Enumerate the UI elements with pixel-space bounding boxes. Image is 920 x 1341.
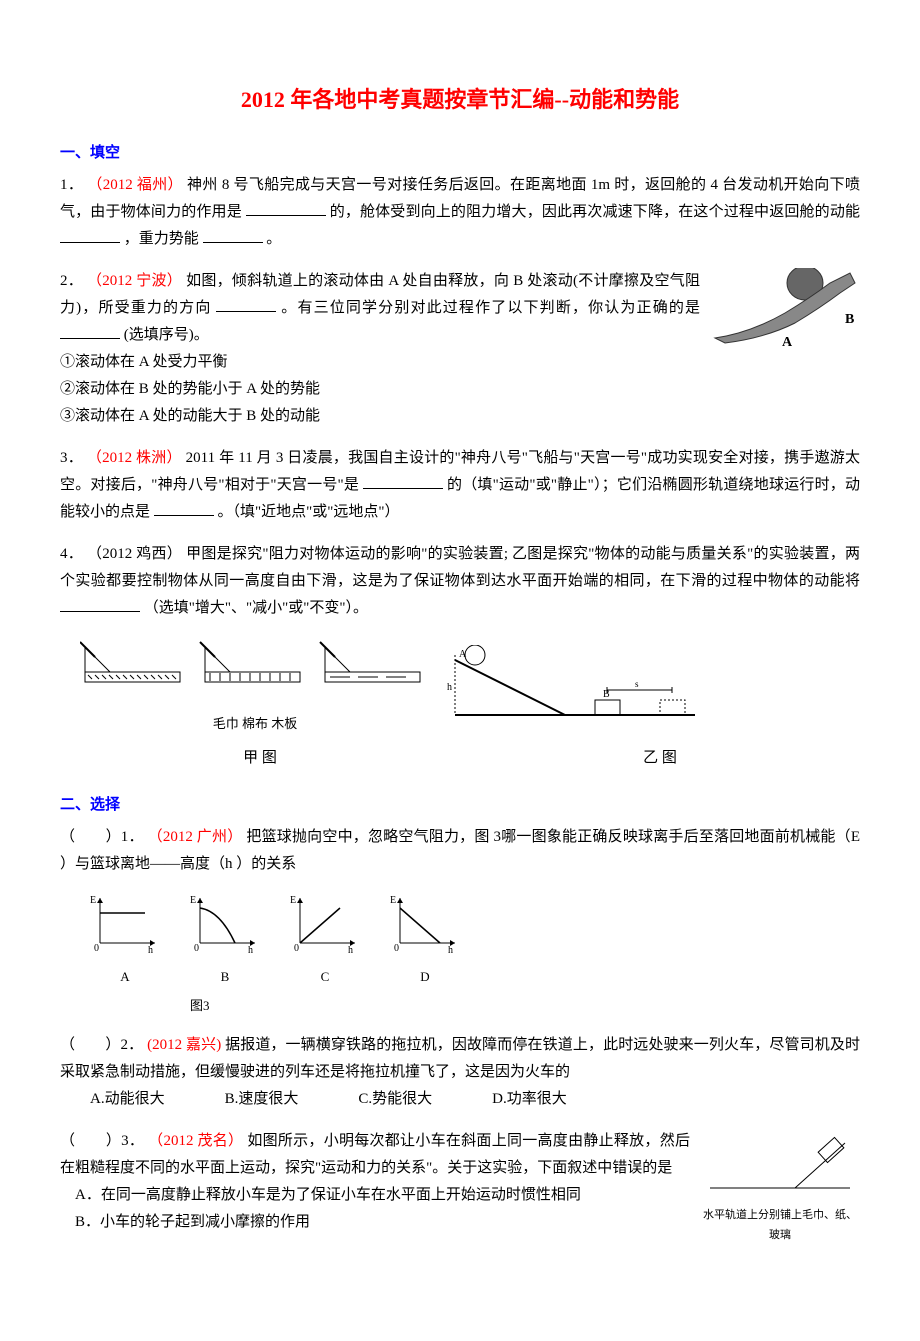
cq2-optC: C.势能很大 bbox=[358, 1086, 432, 1113]
q2-figure: A B bbox=[710, 268, 860, 358]
q4-cap1: 甲 图 bbox=[243, 745, 277, 772]
q3-blank1 bbox=[363, 474, 443, 489]
q4-fig-jia: 毛巾 棉布 木板 bbox=[80, 637, 430, 735]
svg-text:0: 0 bbox=[394, 943, 399, 953]
svg-text:0: 0 bbox=[94, 943, 99, 953]
cq3-source: （2012 茂名） bbox=[148, 1133, 243, 1149]
q1-text4: 。 bbox=[266, 231, 281, 247]
cq2-optA: A.动能很大 bbox=[90, 1086, 165, 1113]
q4-fig-yi: A h B s bbox=[445, 645, 705, 735]
graph-c: E 0 h C bbox=[290, 893, 360, 989]
page-title: 2012 年各地中考真题按章节汇编--动能和势能 bbox=[60, 80, 860, 120]
q4-source: （2012 鸡西） bbox=[87, 546, 182, 562]
q2-num: 2． bbox=[60, 273, 83, 289]
q4-figures: 毛巾 棉布 木板 A h B s bbox=[80, 637, 840, 735]
svg-text:E: E bbox=[390, 895, 396, 906]
graph-c-label: C bbox=[290, 965, 360, 988]
svg-text:0: 0 bbox=[294, 943, 299, 953]
section2-header: 二、选择 bbox=[60, 792, 860, 819]
q1-source: （2012 福州） bbox=[87, 177, 183, 193]
svg-text:E: E bbox=[190, 895, 196, 906]
fill-q1: 1． （2012 福州） 神州 8 号飞船完成与天宫一号对接任务后返回。在距离地… bbox=[60, 172, 860, 253]
graph-d-label: D bbox=[390, 965, 460, 988]
q2-text3: (选填序号)。 bbox=[124, 327, 209, 343]
fill-q4: 4． （2012 鸡西） 甲图是探究"阻力对物体运动的影响"的实验装置; 乙图是… bbox=[60, 541, 860, 622]
cq2-optB: B.速度很大 bbox=[225, 1086, 299, 1113]
svg-text:s: s bbox=[635, 679, 639, 689]
q2-text2: 。有三位同学分别对此过程作了以下判断，你认为正确的是 bbox=[281, 300, 700, 316]
q4-text2: （选填"增大"、"减小"或"不变"）。 bbox=[144, 600, 368, 616]
q3-source: （2012 株洲） bbox=[87, 450, 182, 466]
svg-text:h: h bbox=[148, 945, 153, 953]
cq3-figcap: 水平轨道上分别铺上毛巾、纸、玻璃 bbox=[700, 1206, 860, 1246]
svg-text:E: E bbox=[290, 895, 296, 906]
q1-blank2 bbox=[60, 228, 120, 243]
cq2-prefix: （ ）2． bbox=[60, 1037, 143, 1053]
graph-a: E 0 h A bbox=[90, 893, 160, 989]
q1-num: 1． bbox=[60, 177, 83, 193]
graph-b: E 0 h B bbox=[190, 893, 260, 989]
q1-blank1 bbox=[246, 201, 326, 216]
graph-d: E 0 h D bbox=[390, 893, 460, 989]
svg-text:0: 0 bbox=[194, 943, 199, 953]
q4-num: 4． bbox=[60, 546, 83, 562]
q1-text2: 的，舱体受到向上的阻力增大，因此再次减速下降，在这个过程中返回舱的动能 bbox=[330, 204, 860, 220]
cq1-figcap: 图3 bbox=[190, 994, 860, 1017]
cq3-figure: 水平轨道上分别铺上毛巾、纸、玻璃 bbox=[700, 1128, 860, 1245]
q2-blank1 bbox=[216, 297, 276, 312]
svg-text:E: E bbox=[90, 895, 96, 906]
choice-q1: （ ）1． （2012 广州） 把篮球抛向空中，忽略空气阻力，图 3哪一图象能正… bbox=[60, 824, 860, 878]
svg-text:h: h bbox=[447, 682, 452, 693]
fill-q3: 3． （2012 株洲） 2011 年 11 月 3 日凌晨，我国自主设计的"神… bbox=[60, 445, 860, 526]
q2-source: （2012 宁波） bbox=[87, 273, 182, 289]
q4-blank1 bbox=[60, 597, 140, 612]
q3-blank2 bbox=[154, 501, 214, 516]
q1-blank3 bbox=[203, 228, 263, 243]
choice-q3: 水平轨道上分别铺上毛巾、纸、玻璃 （ ）3． （2012 茂名） 如图所示，小明… bbox=[60, 1128, 860, 1245]
svg-text:h: h bbox=[448, 945, 453, 953]
section1-header: 一、填空 bbox=[60, 140, 860, 167]
cq2-source: (2012 嘉兴) bbox=[147, 1037, 221, 1053]
q2-label-b: B bbox=[845, 312, 854, 327]
svg-text:h: h bbox=[248, 945, 253, 953]
q4-labels: 毛巾 棉布 木板 bbox=[80, 712, 430, 735]
svg-text:h: h bbox=[348, 945, 353, 953]
cq1-graphs: E 0 h A E 0 h B E 0 h C bbox=[90, 893, 860, 989]
q2-blank2 bbox=[60, 324, 120, 339]
q2-label-a: A bbox=[782, 335, 793, 348]
choice-q2: （ ）2． (2012 嘉兴) 据报道，一辆横穿铁路的拖拉机，因故障而停在铁道上… bbox=[60, 1032, 860, 1113]
cq3-prefix: （ ）3． bbox=[60, 1133, 144, 1149]
graph-a-label: A bbox=[90, 965, 160, 988]
q2-opt3: ③滚动体在 A 处的动能大于 B 处的动能 bbox=[60, 403, 860, 430]
q1-text3: ，重力势能 bbox=[124, 231, 199, 247]
q4-cap2: 乙 图 bbox=[643, 745, 677, 772]
q3-num: 3． bbox=[60, 450, 83, 466]
q4-captions: 甲 图 乙 图 bbox=[60, 745, 860, 772]
q3-text3: 。（填"近地点"或"远地点"） bbox=[218, 504, 400, 520]
q2-opt2: ②滚动体在 B 处的势能小于 A 处的势能 bbox=[60, 376, 860, 403]
cq2-optD: D.功率很大 bbox=[492, 1086, 567, 1113]
cq1-source: （2012 广州） bbox=[148, 829, 243, 845]
graph-b-label: B bbox=[190, 965, 260, 988]
cq1-prefix: （ ）1． bbox=[60, 829, 144, 845]
fill-q2: A B 2． （2012 宁波） 如图，倾斜轨道上的滚动体由 A 处自由释放，向… bbox=[60, 268, 860, 430]
